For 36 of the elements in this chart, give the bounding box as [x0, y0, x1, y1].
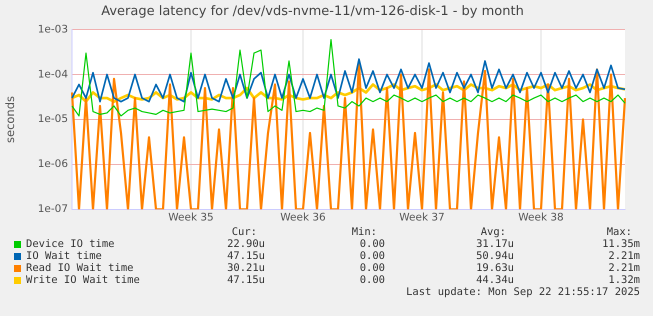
y-tick-label: 1e-07 — [38, 203, 68, 216]
text: 22.90u — [227, 238, 265, 250]
text: 2.21m — [608, 262, 640, 274]
x-tick-label: Week 38 — [518, 211, 564, 224]
legend-label: Write IO Wait time — [26, 274, 140, 286]
text: Avg: — [480, 226, 506, 238]
text: 47.15u — [227, 274, 265, 286]
text: 0.00 — [360, 274, 385, 286]
y-tick-label: 1e-05 — [38, 113, 68, 126]
text: Cur: — [232, 226, 257, 238]
x-tick-label: Week 35 — [168, 211, 214, 224]
y-tick-label: 1e-04 — [38, 68, 68, 80]
y-tick-label: 1e-03 — [38, 23, 68, 36]
text: Last update: Mon Sep 22 21:55:17 2025 — [406, 286, 640, 298]
text: 0.00 — [360, 262, 385, 274]
text: 11.35m — [602, 238, 640, 250]
text: 2.21m — [608, 250, 640, 262]
text: Min: — [352, 226, 377, 238]
text: 31.17u — [476, 238, 514, 250]
text: 0.00 — [360, 238, 385, 250]
text: 50.94u — [476, 250, 514, 262]
x-tick-label: Week 36 — [280, 211, 326, 224]
y-axis-title: seconds — [2, 96, 17, 144]
legend-label: IO Wait time — [26, 250, 102, 262]
text: 44.34u — [476, 274, 514, 286]
text: 0.00 — [360, 250, 385, 262]
legend-label: Device IO time — [26, 238, 115, 250]
text: 1.32m — [608, 274, 640, 286]
text: 30.21u — [227, 262, 265, 274]
chart-title: Average latency for /dev/vds-nvme-11/vm-126-disk-1 - by month — [101, 4, 524, 20]
legend-label: Read IO Wait time — [26, 262, 134, 274]
text: Max: — [606, 226, 632, 238]
y-tick-label: 1e-06 — [38, 158, 68, 170]
text: 47.15u — [227, 250, 265, 262]
x-tick-label: Week 37 — [399, 211, 445, 224]
text: 19.63u — [476, 262, 514, 274]
